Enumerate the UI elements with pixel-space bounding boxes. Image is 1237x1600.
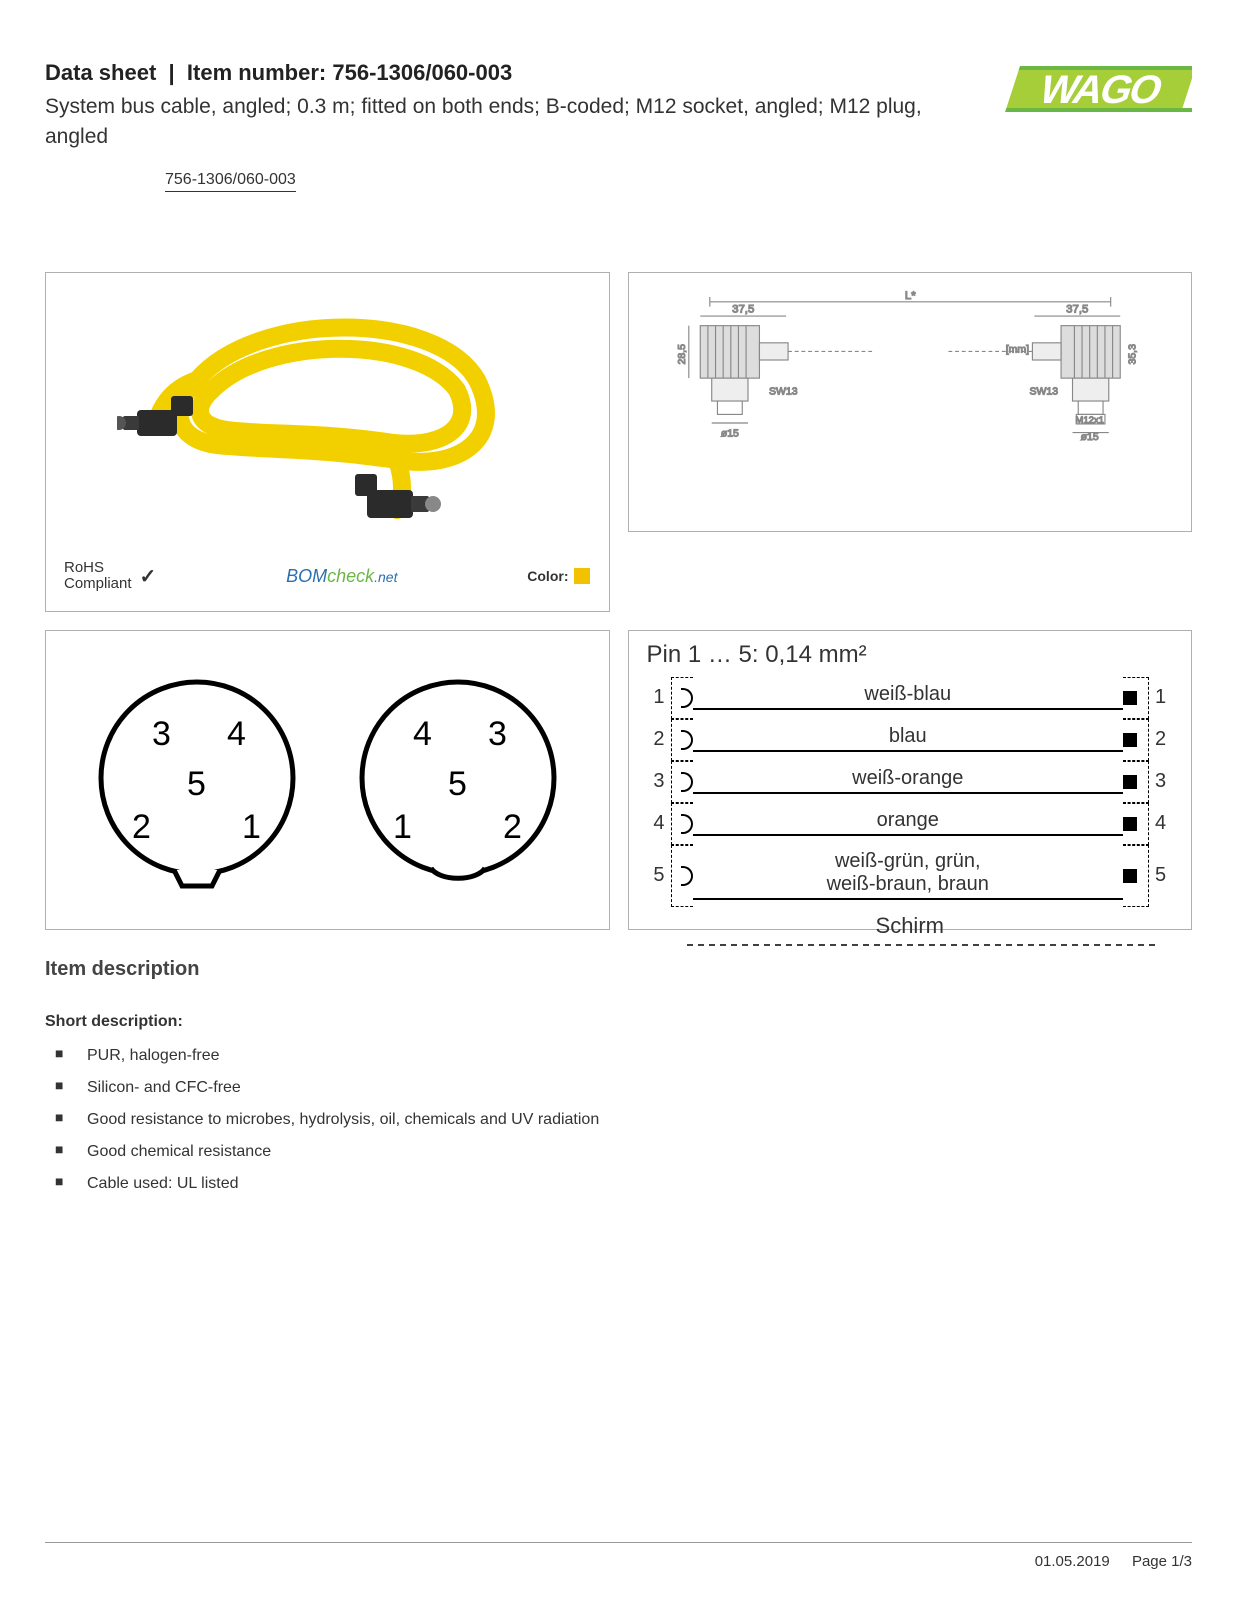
product-footer: RoHS Compliant ✓ BOMcheck.net Color: [46, 548, 609, 611]
item-link[interactable]: 756-1306/060-003 [165, 171, 296, 192]
wire-label: blau [693, 725, 1124, 748]
bomcheck-logo: BOMcheck.net [286, 566, 397, 587]
wiring-row: 3 weiß-orange 3 [647, 761, 1174, 803]
dim-37-5-right: 37,5 [1066, 303, 1088, 315]
description-item: Cable used: UL listed [87, 1175, 1192, 1193]
wire-pin-right: 4 [1155, 812, 1173, 835]
tech-drawing-panel: L* 37,5 [628, 272, 1193, 532]
item-description-title: Item description [45, 958, 1192, 981]
description-item: Good chemical resistance [87, 1143, 1192, 1161]
wire-pin-right: 5 [1155, 864, 1173, 887]
sw13-left: SW13 [768, 386, 797, 397]
wiring-row: 5 weiß-grün, grün,weiß-braun, braun 5 [647, 845, 1174, 907]
rohs-label-1: RoHS [64, 560, 132, 577]
datasheet-label: Data sheet [45, 60, 156, 85]
footer-date: 01.05.2019 [1035, 1553, 1110, 1570]
description-item: Silicon- and CFC-free [87, 1079, 1192, 1097]
wiring-row: 4 orange 4 [647, 803, 1174, 845]
pin-r-tl: 4 [413, 715, 432, 753]
wire-label: orange [693, 809, 1124, 832]
wire-pin-right: 2 [1155, 728, 1173, 751]
wire-pin-left: 4 [647, 812, 665, 835]
wire-pin-right: 1 [1155, 686, 1173, 709]
title-line: Data sheet | Item number: 756-1306/060-0… [45, 60, 962, 86]
wiring-shield: Schirm [647, 913, 1174, 939]
wiring-title: Pin 1 … 5: 0,14 mm² [647, 641, 1174, 669]
pin-r-bl: 1 [393, 808, 412, 846]
wire-pin-left: 3 [647, 770, 665, 793]
d15-right: ø15 [1080, 432, 1098, 443]
product-photo-panel: RoHS Compliant ✓ BOMcheck.net Color: [45, 272, 610, 612]
item-number-label: Item number: [187, 60, 326, 85]
bomcheck-suffix: .net [374, 569, 397, 585]
wago-logo: WAGO [992, 60, 1192, 123]
d15-left: ø15 [720, 428, 738, 439]
unit-mm: [mm] [1005, 344, 1028, 355]
pin-circle-right: 4 3 5 1 2 [343, 660, 573, 900]
pin-l-c: 5 [187, 765, 206, 803]
pin-r-c: 5 [448, 765, 467, 803]
pin-diagram-panel: 3 4 5 2 1 4 3 5 1 2 [45, 630, 610, 930]
rohs-compliant: RoHS Compliant ✓ [64, 560, 156, 593]
dim-37-5-left: 37,5 [732, 303, 754, 315]
dim-35-3: 35,3 [1127, 344, 1138, 365]
wiring-rows: 1 weiß-blau 1 2 blau 2 3 weiß-orange 3 4 orange 4 5 w… [647, 677, 1174, 907]
pin-l-tr: 4 [227, 715, 246, 753]
subtitle: System bus cable, angled; 0.3 m; fitted … [45, 92, 962, 153]
pin-l-br: 1 [242, 808, 261, 846]
sw13-right: SW13 [1029, 386, 1058, 397]
logo-text: WAGO [1034, 67, 1168, 112]
wire-terminal-icon [1123, 775, 1137, 789]
wire-terminal-icon [1123, 691, 1137, 705]
wiring-row: 1 weiß-blau 1 [647, 677, 1174, 719]
wire-pin-left: 1 [647, 686, 665, 709]
item-number: 756-1306/060-003 [332, 60, 512, 85]
color-swatch [574, 568, 590, 584]
wire-pin-left: 5 [647, 864, 665, 887]
rohs-label-2: Compliant [64, 576, 132, 593]
images-grid: RoHS Compliant ✓ BOMcheck.net Color: L* [45, 272, 1192, 930]
wire-terminal-icon [1123, 869, 1137, 883]
wiring-row: 2 blau 2 [647, 719, 1174, 761]
wire-label: weiß-grün, grün,weiß-braun, braun [693, 850, 1124, 896]
wiring-panel: Pin 1 … 5: 0,14 mm² 1 weiß-blau 1 2 blau 2 3 we… [628, 630, 1193, 930]
color-indicator: Color: [527, 568, 590, 584]
wire-label: weiß-orange [693, 767, 1124, 790]
pin-r-br: 2 [503, 808, 522, 846]
dim-28-5: 28,5 [676, 344, 687, 365]
wire-terminal-icon [1123, 817, 1137, 831]
header-text: Data sheet | Item number: 756-1306/060-0… [45, 60, 992, 192]
color-label-text: Color: [527, 568, 568, 584]
pin-l-tl: 3 [152, 715, 171, 753]
description-list: PUR, halogen-free Silicon- and CFC-free Go… [45, 1047, 1192, 1193]
wire-terminal-icon [1123, 733, 1137, 747]
short-description-label: Short description: [45, 1013, 1192, 1031]
m12: M12x1 [1075, 415, 1104, 426]
wire-label: weiß-blau [693, 683, 1124, 706]
header: Data sheet | Item number: 756-1306/060-0… [45, 60, 1192, 192]
wire-pin-right: 3 [1155, 770, 1173, 793]
pin-r-tr: 3 [488, 715, 507, 753]
description-item: PUR, halogen-free [87, 1047, 1192, 1065]
product-image [46, 273, 609, 548]
footer-divider [45, 1542, 1192, 1543]
dim-L: L* [904, 290, 915, 302]
pin-circle-left: 3 4 5 2 1 [82, 660, 312, 900]
footer-page: Page 1/3 [1132, 1553, 1192, 1570]
pin-l-bl: 2 [132, 808, 151, 846]
wire-pin-left: 2 [647, 728, 665, 751]
footer: 01.05.2019 Page 1/3 [45, 1542, 1192, 1570]
description-item: Good resistance to microbes, hydrolysis,… [87, 1111, 1192, 1129]
check-icon: ✓ [140, 564, 157, 589]
